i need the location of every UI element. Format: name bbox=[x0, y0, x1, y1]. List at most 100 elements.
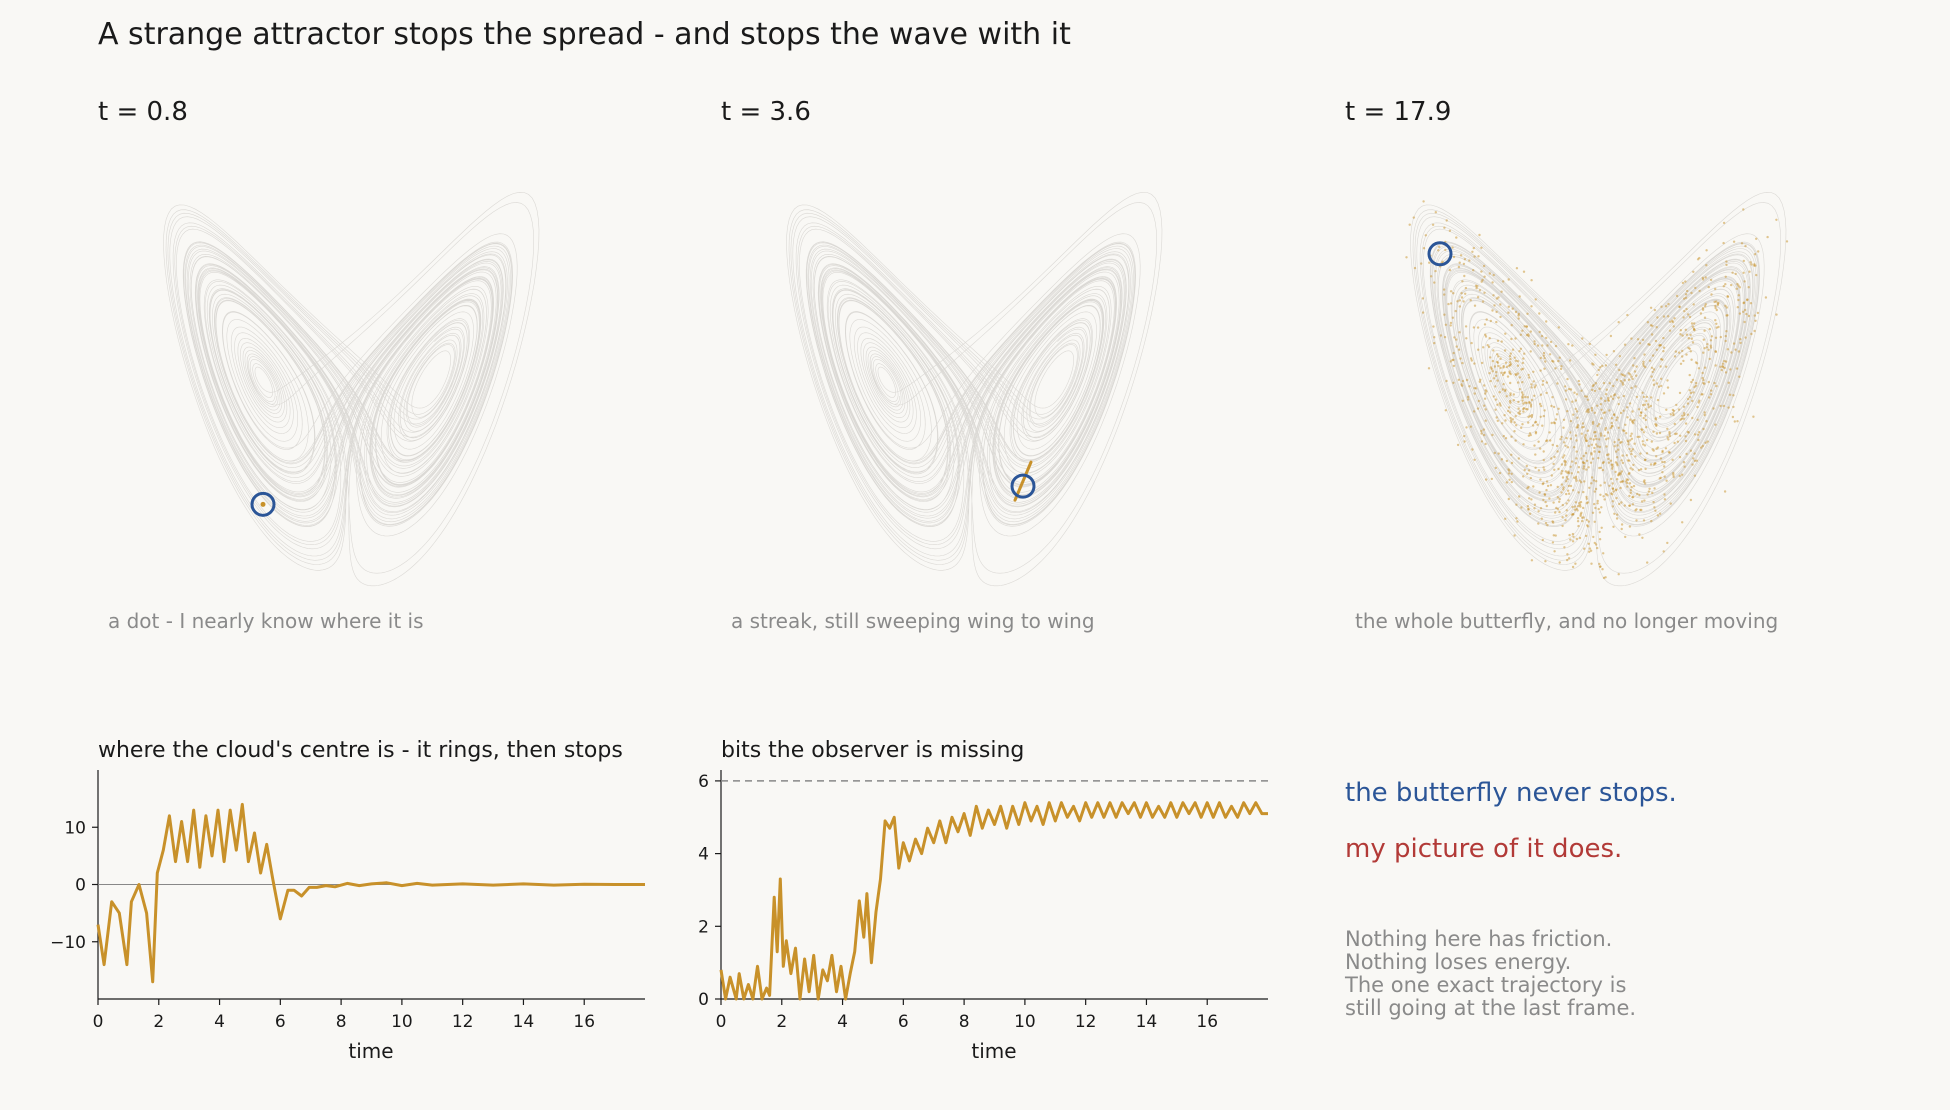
cloud-point bbox=[1641, 391, 1644, 394]
cloud-point bbox=[1639, 508, 1642, 512]
cloud-point bbox=[1529, 433, 1532, 437]
cloud-point bbox=[1658, 512, 1662, 515]
cloud-point bbox=[1683, 413, 1686, 417]
cloud-point bbox=[1494, 466, 1498, 470]
cloud-point bbox=[1615, 517, 1619, 520]
cloud-point bbox=[1672, 325, 1676, 328]
cloud-point bbox=[1661, 471, 1664, 474]
cloud-point bbox=[1563, 454, 1566, 457]
cloud-point bbox=[1572, 413, 1575, 416]
cloud-point bbox=[1605, 388, 1609, 391]
cloud-point bbox=[1611, 482, 1614, 485]
cloud-point bbox=[1605, 353, 1608, 357]
cloud-point bbox=[1692, 457, 1695, 460]
cloud-point bbox=[1691, 341, 1695, 344]
cloud-point bbox=[1492, 395, 1496, 398]
cloud-point bbox=[1651, 354, 1655, 357]
cloud-point bbox=[1441, 260, 1444, 263]
cloud-point bbox=[1507, 497, 1511, 501]
cloud-point bbox=[1443, 335, 1447, 339]
cloud-point bbox=[1508, 411, 1512, 414]
cloud-point bbox=[1596, 546, 1599, 550]
cloud-point bbox=[1530, 383, 1533, 386]
cloud-point bbox=[1595, 480, 1598, 483]
cloud-point bbox=[1652, 430, 1655, 433]
cloud-point bbox=[1541, 383, 1544, 386]
cloud-point bbox=[1534, 384, 1537, 387]
cloud-point bbox=[1703, 329, 1706, 332]
cloud-point bbox=[1757, 250, 1760, 253]
cloud-point bbox=[1528, 400, 1531, 404]
cloud-point bbox=[1576, 416, 1579, 419]
cloud-point bbox=[1599, 565, 1602, 568]
cloud-point bbox=[1477, 255, 1480, 258]
note-paragraph-line-4: still going at the last frame. bbox=[1345, 996, 1636, 1020]
cloud-point bbox=[1660, 377, 1663, 380]
cloud-point bbox=[1630, 432, 1633, 435]
cloud-point bbox=[1686, 413, 1690, 416]
cloud-point bbox=[1696, 418, 1699, 421]
cloud-point bbox=[1617, 573, 1620, 576]
cloud-point bbox=[1548, 431, 1551, 434]
cloud-point bbox=[1581, 337, 1584, 340]
cloud-point bbox=[1476, 296, 1480, 299]
note-red-line: my picture of it does. bbox=[1345, 834, 1622, 864]
cloud-point bbox=[1521, 381, 1524, 384]
cloud-point bbox=[1572, 535, 1575, 538]
cloud-point bbox=[1465, 426, 1468, 429]
cloud-point bbox=[1564, 461, 1567, 464]
cloud-point bbox=[1688, 396, 1692, 399]
cloud-point bbox=[1510, 480, 1514, 484]
cloud-point bbox=[1613, 440, 1616, 444]
cloud-point bbox=[1491, 309, 1494, 312]
cloud-point bbox=[1590, 409, 1594, 412]
cloud-point bbox=[1719, 335, 1723, 339]
cloud-point bbox=[1671, 319, 1674, 322]
cloud-point bbox=[1642, 395, 1646, 399]
cloud-point bbox=[1629, 418, 1632, 421]
cloud-point bbox=[1626, 439, 1629, 442]
cloud-point bbox=[1714, 336, 1718, 339]
cloud-point bbox=[1750, 263, 1753, 266]
cloud-point bbox=[1684, 328, 1688, 331]
cloud-point bbox=[1715, 384, 1718, 388]
cloud-point bbox=[1589, 437, 1592, 440]
cloud-point bbox=[1628, 494, 1631, 498]
cloud-point bbox=[1556, 450, 1559, 453]
cloud-point bbox=[1598, 511, 1602, 514]
cloud-point bbox=[1497, 355, 1500, 358]
cloud-point bbox=[1567, 499, 1570, 502]
cloud-point bbox=[1629, 439, 1632, 442]
cloud-point bbox=[1448, 229, 1452, 232]
cloud-point bbox=[1578, 536, 1582, 540]
cloud-point bbox=[1497, 364, 1500, 368]
cloud-point bbox=[1709, 346, 1713, 349]
cloud-point bbox=[1702, 351, 1705, 354]
cloud-point bbox=[1626, 478, 1630, 481]
cloud-point bbox=[1445, 379, 1448, 383]
cloud-point bbox=[1456, 443, 1460, 447]
cloud-point bbox=[1647, 403, 1650, 406]
cloud-point bbox=[1552, 534, 1556, 537]
cloud-point bbox=[1689, 391, 1693, 395]
cloud-point bbox=[1614, 470, 1617, 474]
cloud-point bbox=[1530, 386, 1533, 389]
cloud-point bbox=[1671, 458, 1674, 461]
cloud-point bbox=[1682, 405, 1686, 408]
cloud-point bbox=[1578, 383, 1581, 386]
cloud-point bbox=[1567, 471, 1571, 475]
x-tick-label: 10 bbox=[1014, 1012, 1036, 1032]
cloud-point bbox=[1641, 536, 1644, 539]
cloud-point bbox=[1545, 488, 1548, 492]
cloud-point bbox=[1566, 410, 1569, 413]
cloud-point bbox=[1684, 280, 1687, 283]
cloud-point bbox=[1545, 504, 1549, 508]
cloud-point bbox=[1458, 305, 1462, 308]
cloud-point bbox=[1545, 336, 1548, 340]
cloud-point bbox=[1490, 367, 1493, 371]
cloud-point bbox=[1473, 386, 1476, 390]
cloud-point bbox=[1640, 411, 1643, 414]
cloud-point bbox=[1571, 565, 1575, 569]
cloud-point bbox=[1649, 463, 1653, 466]
cloud-point bbox=[1539, 393, 1543, 396]
